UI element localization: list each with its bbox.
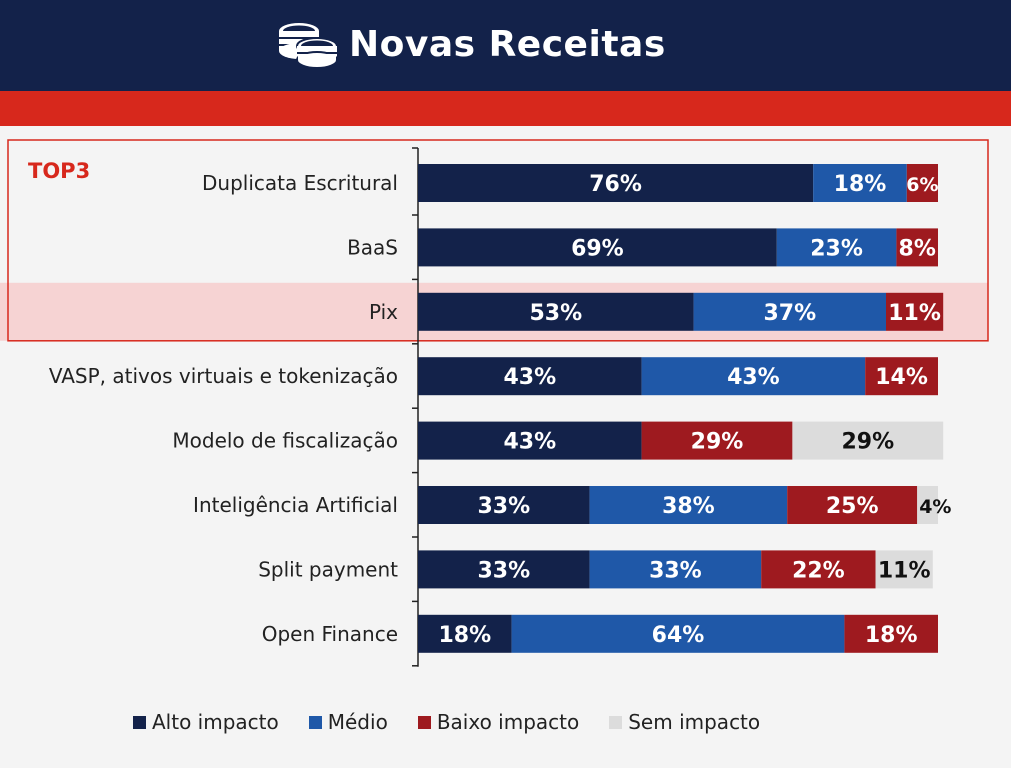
data-label: 11% <box>888 301 941 326</box>
bar-segment <box>418 614 512 653</box>
legend-item: Médio <box>308 710 388 734</box>
data-label: 76% <box>589 172 642 197</box>
header: Novas Receitas <box>0 0 1011 91</box>
bar-segment <box>844 614 938 653</box>
legend-item: Alto impacto <box>133 710 279 734</box>
category-label: Duplicata Escritural <box>202 171 398 195</box>
legend-swatch <box>417 715 431 729</box>
bar-segment <box>776 228 897 267</box>
coins-icon <box>279 23 338 69</box>
data-label: 11% <box>878 558 931 583</box>
bar-segment <box>589 550 762 589</box>
stacked-bar-chart: TOP3 Duplicata Escritural 76% 18% 6% BaaS 69%… <box>0 139 989 667</box>
bar-segment <box>896 228 938 267</box>
top3-frame <box>7 139 989 342</box>
data-label: 14% <box>875 365 928 390</box>
legend-swatch <box>133 715 146 729</box>
bar-segment <box>761 550 876 589</box>
data-label: 29% <box>841 430 894 455</box>
bar-segment <box>813 164 907 202</box>
bar-segment <box>418 164 814 202</box>
category-label: Modelo de fiscalização <box>172 429 398 453</box>
bar-segment <box>589 486 788 524</box>
legend-item: Sem impacto <box>609 710 760 734</box>
data-label: 6% <box>906 174 938 196</box>
data-label: 33% <box>477 494 530 519</box>
category-label: Pix <box>369 300 398 324</box>
data-label: 53% <box>529 301 582 326</box>
data-label: 23% <box>810 236 863 261</box>
legend-label: Sem impacto <box>628 710 761 734</box>
bar-segment <box>418 228 777 267</box>
page-title: Novas Receitas <box>349 23 666 65</box>
data-label: 18% <box>834 172 887 197</box>
data-label: 33% <box>477 558 530 583</box>
data-label: 37% <box>763 301 816 326</box>
data-label: 8% <box>899 236 936 261</box>
legend-swatch <box>609 715 623 729</box>
data-label: 38% <box>662 494 715 519</box>
top3-label: TOP3 <box>28 159 90 183</box>
bar-segment <box>886 292 944 331</box>
category-label: BaaS <box>347 235 398 259</box>
legend-label: Médio <box>327 710 388 734</box>
bar-segment <box>693 292 886 331</box>
bar-segment <box>875 550 933 589</box>
bar-segment <box>418 486 590 524</box>
legend-item: Baixo impacto <box>417 710 580 734</box>
bar-segment <box>792 421 944 460</box>
legend-label: Alto impacto <box>152 710 279 734</box>
category-label: Inteligência Artificial <box>193 493 398 517</box>
chart-legend: Alto impacto Médio Baixo impacto Sem impact… <box>133 706 790 738</box>
bar-segment <box>418 550 590 589</box>
data-label: 33% <box>649 558 702 583</box>
data-label: 69% <box>571 236 624 261</box>
bar-segment <box>917 486 938 524</box>
data-label: 43% <box>503 365 556 390</box>
bar-segment <box>787 486 918 524</box>
category-label: Split payment <box>258 557 398 581</box>
bar-segment <box>641 421 793 460</box>
bar-segment <box>865 357 938 396</box>
bar-segment <box>418 357 642 396</box>
accent-band <box>0 91 1011 126</box>
category-label: Open Finance <box>262 622 398 646</box>
data-label: 29% <box>691 430 744 455</box>
bar-segment <box>906 164 938 202</box>
category-label: VASP, ativos virtuais e tokenização <box>49 364 398 388</box>
header-title-group: Novas Receitas <box>273 14 666 74</box>
data-label: 18% <box>865 623 918 648</box>
data-label: 18% <box>438 623 491 648</box>
data-label: 4% <box>919 496 951 518</box>
bar-segment <box>418 292 694 331</box>
legend-swatch <box>308 715 322 729</box>
data-label: 22% <box>792 558 845 583</box>
data-label: 64% <box>652 623 705 648</box>
data-label: 43% <box>727 365 780 390</box>
data-label: 43% <box>503 430 556 455</box>
legend-label: Baixo impacto <box>436 710 580 734</box>
bar-segment <box>418 421 642 460</box>
data-label: 25% <box>826 494 879 519</box>
bar-segment <box>511 614 845 653</box>
bar-segment <box>641 357 866 396</box>
